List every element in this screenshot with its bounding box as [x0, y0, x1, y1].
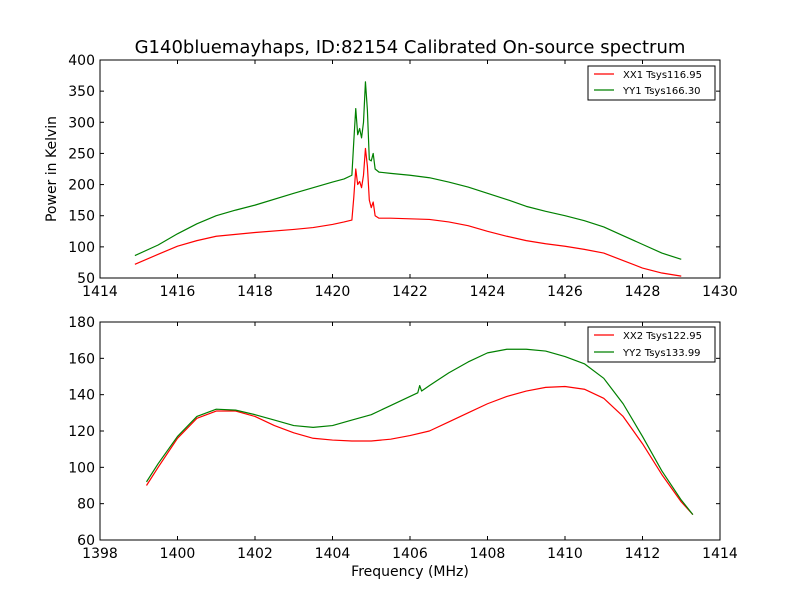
- bottom-x-tick-label: 1406: [392, 546, 428, 562]
- top-x-tick-label: 1428: [625, 284, 661, 300]
- bottom-legend: XX2 Tsys122.95 YY2 Tsys133.99: [587, 326, 716, 363]
- bottom-panel: 1398 1400 1402 1404 1406 1408 1410 1412 1414 60 80…: [68, 315, 738, 580]
- bottom-x-tick-label: 1412: [625, 546, 661, 562]
- top-y-tick-label: 150: [68, 209, 95, 225]
- top-legend-label-0: XX1 Tsys116.95: [623, 70, 702, 81]
- bottom-x-tick-label: 1414: [702, 546, 738, 562]
- top-x-tick-label: 1414: [82, 284, 118, 300]
- top-x-tick-label: 1418: [237, 284, 273, 300]
- top-x-tick-label: 1430: [702, 284, 738, 300]
- bottom-x-axis-label: Frequency (MHz): [351, 564, 469, 580]
- top-y-tick-label: 50: [77, 271, 95, 287]
- top-series-lines: [134, 81, 682, 277]
- bottom-series-lines: [145, 348, 694, 515]
- bottom-x-tick-label: 1398: [82, 546, 118, 562]
- top-legend-label-1: YY1 Tsys166.30: [622, 86, 701, 97]
- top-x-tick-label: 1426: [547, 284, 583, 300]
- bottom-series-line-1: [145, 348, 694, 515]
- top-y-tick-label: 300: [68, 115, 95, 131]
- top-y-tick-label: 200: [68, 178, 95, 194]
- bottom-x-tick-label: 1408: [470, 546, 506, 562]
- bottom-y-tick-label: 80: [77, 497, 95, 513]
- bottom-x-tick-label: 1402: [237, 546, 273, 562]
- top-series-line-1: [134, 81, 682, 260]
- bottom-y-tick-label: 160: [68, 351, 95, 367]
- bottom-y-tick-label: 120: [68, 424, 95, 440]
- top-y-tick-label: 100: [68, 240, 95, 256]
- top-y-tick-label: 250: [68, 146, 95, 162]
- bottom-axis-ticks: 1398 1400 1402 1404 1406 1408 1410 1412 1414 60 80…: [68, 315, 738, 562]
- bottom-x-tick-label: 1410: [547, 546, 583, 562]
- top-axis-ticks: 1414 1416 1418 1420 1422 1424 1426 1428 1430 50 10…: [68, 53, 738, 300]
- top-x-tick-label: 1416: [160, 284, 196, 300]
- bottom-x-tick-label: 1400: [160, 546, 196, 562]
- figure-title: G140bluemayhaps, ID:82154 Calibrated On-…: [135, 37, 686, 58]
- bottom-series-line-0: [145, 385, 694, 515]
- bottom-x-tick-label: 1404: [315, 546, 351, 562]
- top-panel: 1414 1416 1418 1420 1422 1424 1426 1428 1430 50 10…: [44, 53, 738, 300]
- top-x-tick-label: 1422: [392, 284, 428, 300]
- bottom-y-tick-label: 100: [68, 460, 95, 476]
- top-y-tick-label: 350: [68, 84, 95, 100]
- bottom-legend-label-1: YY2 Tsys133.99: [622, 348, 701, 359]
- top-y-tick-label: 400: [68, 53, 95, 69]
- top-x-tick-label: 1424: [470, 284, 506, 300]
- bottom-y-tick-label: 60: [77, 533, 95, 549]
- top-y-axis-label: Power in Kelvin: [44, 116, 60, 222]
- top-x-tick-label: 1420: [315, 284, 351, 300]
- top-legend: XX1 Tsys116.95 YY1 Tsys166.30: [587, 65, 716, 101]
- bottom-y-tick-label: 140: [68, 388, 95, 404]
- bottom-y-tick-label: 180: [68, 315, 95, 331]
- bottom-legend-label-0: XX2 Tsys122.95: [623, 331, 702, 342]
- top-series-line-0: [134, 147, 682, 277]
